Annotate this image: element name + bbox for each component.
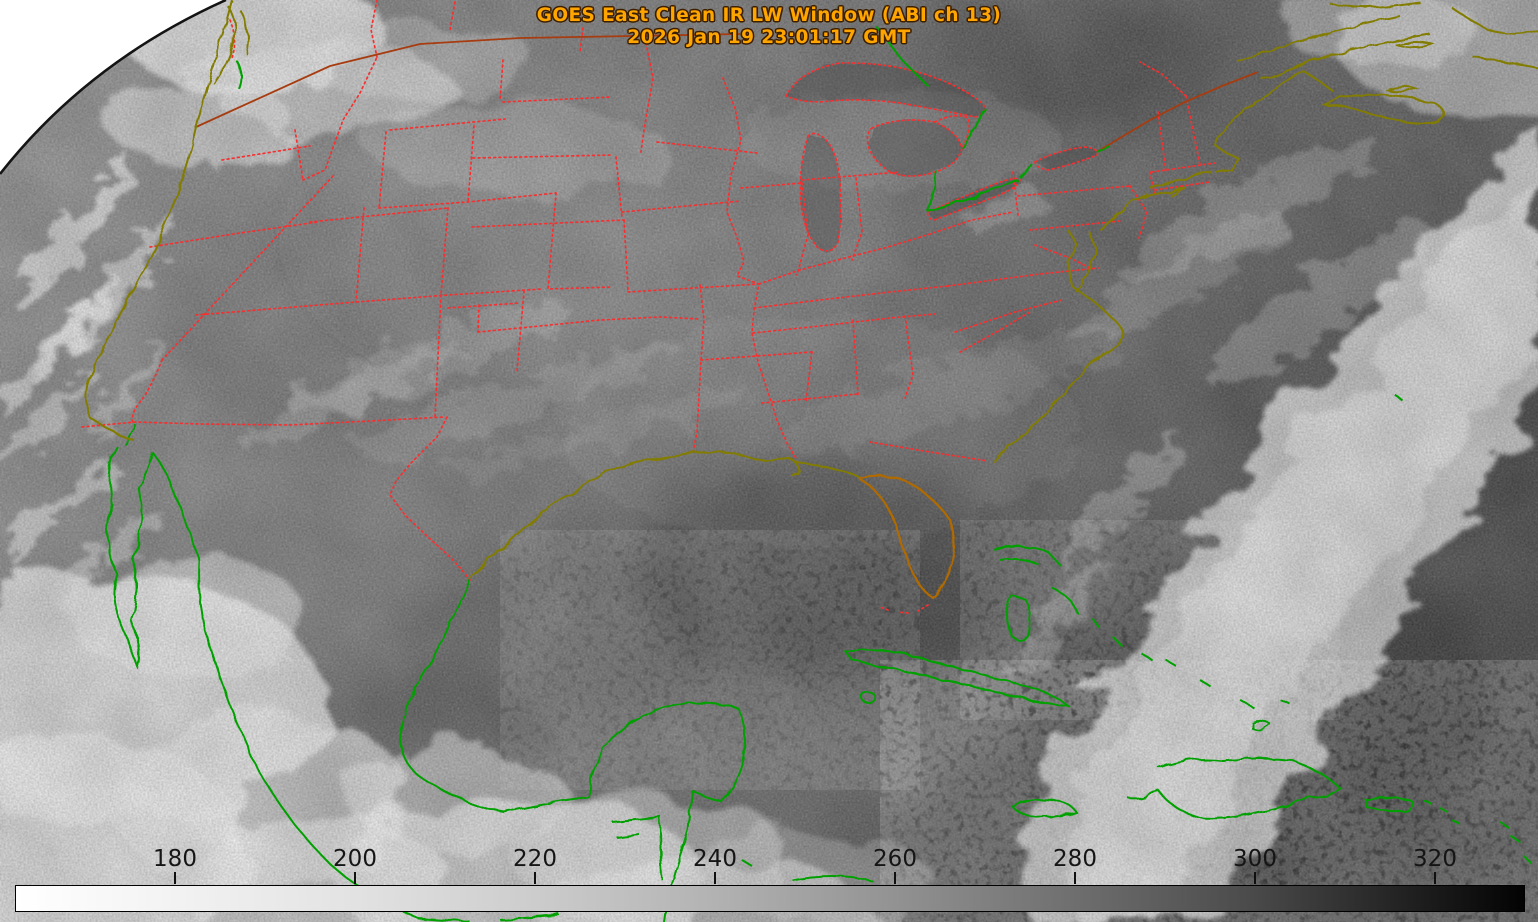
title-line-1: GOES East Clean IR LW Window (ABI ch 13): [536, 5, 1002, 26]
title-line-2: 2026 Jan 19 23:01:17 GMT: [627, 27, 911, 48]
earth-limb: [0, 0, 227, 175]
colorbar-tick-label: 280: [1053, 846, 1097, 872]
florida-coastline: [857, 474, 956, 600]
coastline-overlay: [84, 0, 1538, 581]
colorbar-tick-mark: [1434, 872, 1436, 884]
state-borders-overlay: [81, 0, 1216, 614]
image-title: GOES East Clean IR LW Window (ABI ch 13)…: [0, 5, 1538, 49]
colorbar-tick-label: 220: [513, 846, 557, 872]
colorbar-tick-mark: [174, 872, 176, 884]
colorbar-tick-label: 240: [693, 846, 737, 872]
temperature-colorbar: [15, 885, 1525, 912]
colorbar-tick-mark: [714, 872, 716, 884]
colorbar-tick-label: 320: [1413, 846, 1457, 872]
colorbar-tick-mark: [1074, 872, 1076, 884]
colorbar-tick-label: 180: [153, 846, 197, 872]
great-lakes-water: [786, 62, 1098, 251]
colorbar-tick-mark: [534, 872, 536, 884]
colorbar-tick-mark: [354, 872, 356, 884]
colorbar-tick-label: 260: [873, 846, 917, 872]
water-borders-overlay: [106, 27, 1533, 922]
colorbar-tick-mark: [1254, 872, 1256, 884]
colorbar-tick-label: 300: [1233, 846, 1277, 872]
colorbar-tick-mark: [894, 872, 896, 884]
colorbar-tick-label: 200: [333, 846, 377, 872]
canada-border-overlay: [195, 33, 1259, 153]
